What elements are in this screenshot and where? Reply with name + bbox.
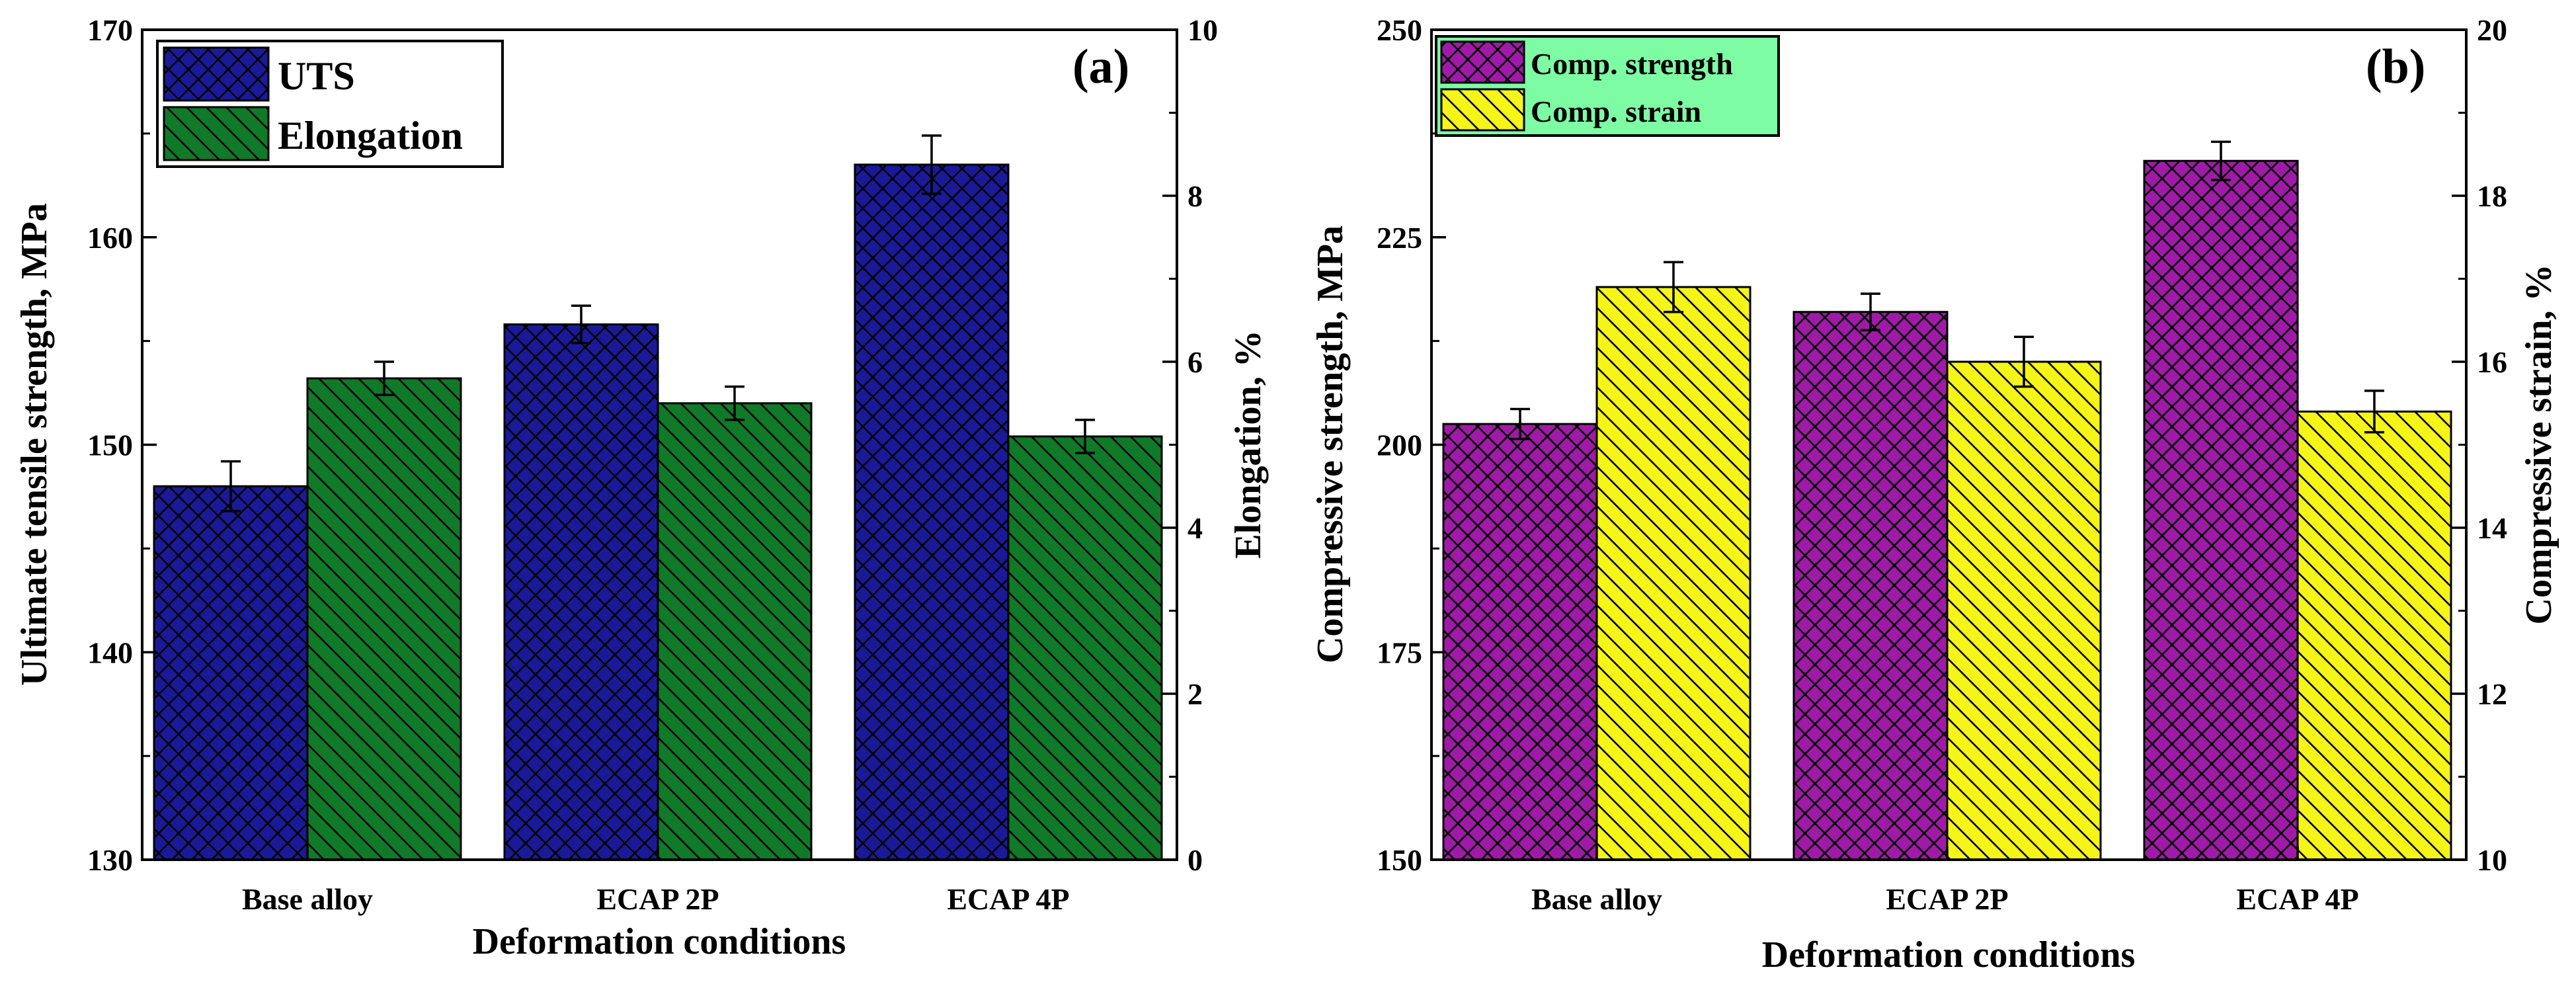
tick-label-b-right-1: 12 <box>2477 677 2507 711</box>
tick-label-a-left-2: 150 <box>87 429 133 462</box>
category-label-a-0: Base alloy <box>242 882 373 916</box>
tick-label-a-right-3: 6 <box>1187 345 1203 379</box>
legend-swatch-comp-strain <box>1440 88 1525 132</box>
tick-label-a-right-5: 10 <box>1187 13 1218 47</box>
panel-b-y2label: Compressive strain, % <box>2518 265 2559 625</box>
panel-b-category-labels: Base alloy ECAP 2P ECAP 4P <box>1531 846 2359 916</box>
bar-a-uts-1 <box>503 323 659 861</box>
bar-b-comp-strain-0 <box>1595 286 1751 861</box>
tick-label-a-right-4: 8 <box>1187 179 1203 213</box>
bar-a-uts-2 <box>854 163 1010 861</box>
tick-label-a-right-1: 2 <box>1187 677 1203 711</box>
category-label-a-2: ECAP 4P <box>947 882 1069 916</box>
error-bar-a-uts-1 <box>571 304 591 345</box>
bar-b-comp-strength-0 <box>1442 423 1598 861</box>
panel-b: 150 175 200 225 250 10 12 14 16 18 20 Base alloy E… <box>1310 13 2559 975</box>
tick-label-b-right-4: 18 <box>2477 179 2507 213</box>
panel-a-category-labels: Base alloy ECAP 2P ECAP 4P <box>242 846 1070 916</box>
bar-a-elongation-1 <box>657 402 813 861</box>
bar-b-comp-strength-2 <box>2143 159 2299 861</box>
tick-label-b-left-2: 200 <box>1377 429 1422 462</box>
panel-b-left-ticks: 150 175 200 225 250 <box>1377 13 1446 877</box>
bar-a-elongation-2 <box>1007 435 1163 861</box>
tick-label-a-left-4: 170 <box>87 13 133 47</box>
bar-b-comp-strength-1 <box>1792 311 1949 861</box>
legend-swatch-elongation <box>163 106 270 161</box>
panel-a-panel-label: (a) <box>1072 40 1129 94</box>
tick-label-b-left-4: 250 <box>1377 13 1422 47</box>
tick-label-a-left-1: 140 <box>87 636 133 669</box>
tick-label-b-left-0: 150 <box>1377 843 1422 877</box>
error-bar-a-elongation-2 <box>1075 419 1095 454</box>
error-bar-b-comp-strength-1 <box>1861 292 1880 332</box>
legend-swatch-uts <box>163 46 270 102</box>
legend-label-uts: UTS <box>278 54 355 98</box>
bar-a-elongation-0 <box>306 377 462 861</box>
error-bar-a-uts-0 <box>221 460 241 513</box>
panel-b-bars <box>1442 140 2452 861</box>
panel-b-panel-label: (b) <box>2366 40 2425 94</box>
category-label-a-1: ECAP 2P <box>596 882 719 916</box>
error-bar-b-comp-strength-2 <box>2211 140 2231 181</box>
bar-a-uts-0 <box>153 485 309 861</box>
error-bar-a-elongation-1 <box>725 385 745 421</box>
tick-label-a-left-3: 160 <box>87 221 133 255</box>
category-label-b-1: ECAP 2P <box>1886 882 2008 916</box>
legend-label-elongation: Elongation <box>278 114 463 157</box>
panel-a: 130 140 150 160 170 0 2 4 6 8 10 Base alloy ECAP 2… <box>14 13 1269 962</box>
tick-label-b-left-1: 175 <box>1377 636 1422 669</box>
panel-a-right-ticks: 0 2 4 6 8 10 <box>1162 13 1218 877</box>
panel-a-bars <box>153 134 1163 861</box>
tick-label-a-left-0: 130 <box>87 843 133 877</box>
panel-a-left-ticks: 130 140 150 160 170 <box>87 13 157 877</box>
tick-label-b-right-2: 14 <box>2477 511 2507 545</box>
panel-a-legend: UTS Elongation <box>156 40 504 168</box>
error-bar-a-elongation-0 <box>374 360 394 396</box>
tick-label-b-right-3: 16 <box>2477 345 2507 379</box>
tick-label-b-right-5: 20 <box>2477 13 2507 47</box>
panel-a-xlabel: Deformation conditions <box>473 921 846 962</box>
tick-label-a-right-0: 0 <box>1187 843 1203 877</box>
tick-label-a-right-2: 4 <box>1187 511 1203 545</box>
error-bar-b-comp-strain-0 <box>1664 261 1683 313</box>
legend-swatch-comp-strength <box>1440 40 1525 84</box>
error-bar-b-comp-strength-0 <box>1510 407 1530 440</box>
panel-a-ylabel: Ultimate tensile strength, MPa <box>14 203 55 686</box>
error-bar-a-uts-2 <box>922 134 942 195</box>
tick-label-b-left-3: 225 <box>1377 221 1422 255</box>
panel-b-ylabel: Compressive strength, MPa <box>1310 226 1351 663</box>
bar-b-comp-strain-2 <box>2296 410 2452 861</box>
panel-b-xlabel: Deformation conditions <box>1762 934 2136 975</box>
panel-b-right-ticks: 10 12 14 16 18 20 <box>2452 13 2507 877</box>
category-label-b-0: Base alloy <box>1531 882 1662 916</box>
bar-b-comp-strain-1 <box>1946 360 2102 861</box>
panel-b-legend: Comp. strength Comp. strain <box>1435 35 1780 137</box>
error-bar-b-comp-strain-1 <box>2014 335 2034 388</box>
panel-a-y2label: Elongation, % <box>1228 330 1269 558</box>
tick-label-b-right-0: 10 <box>2477 843 2507 877</box>
legend-label-comp-strain: Comp. strain <box>1531 95 1701 128</box>
error-bar-b-comp-strain-2 <box>2364 390 2384 434</box>
category-label-b-2: ECAP 4P <box>2236 882 2358 916</box>
legend-label-comp-strength: Comp. strength <box>1531 47 1733 81</box>
